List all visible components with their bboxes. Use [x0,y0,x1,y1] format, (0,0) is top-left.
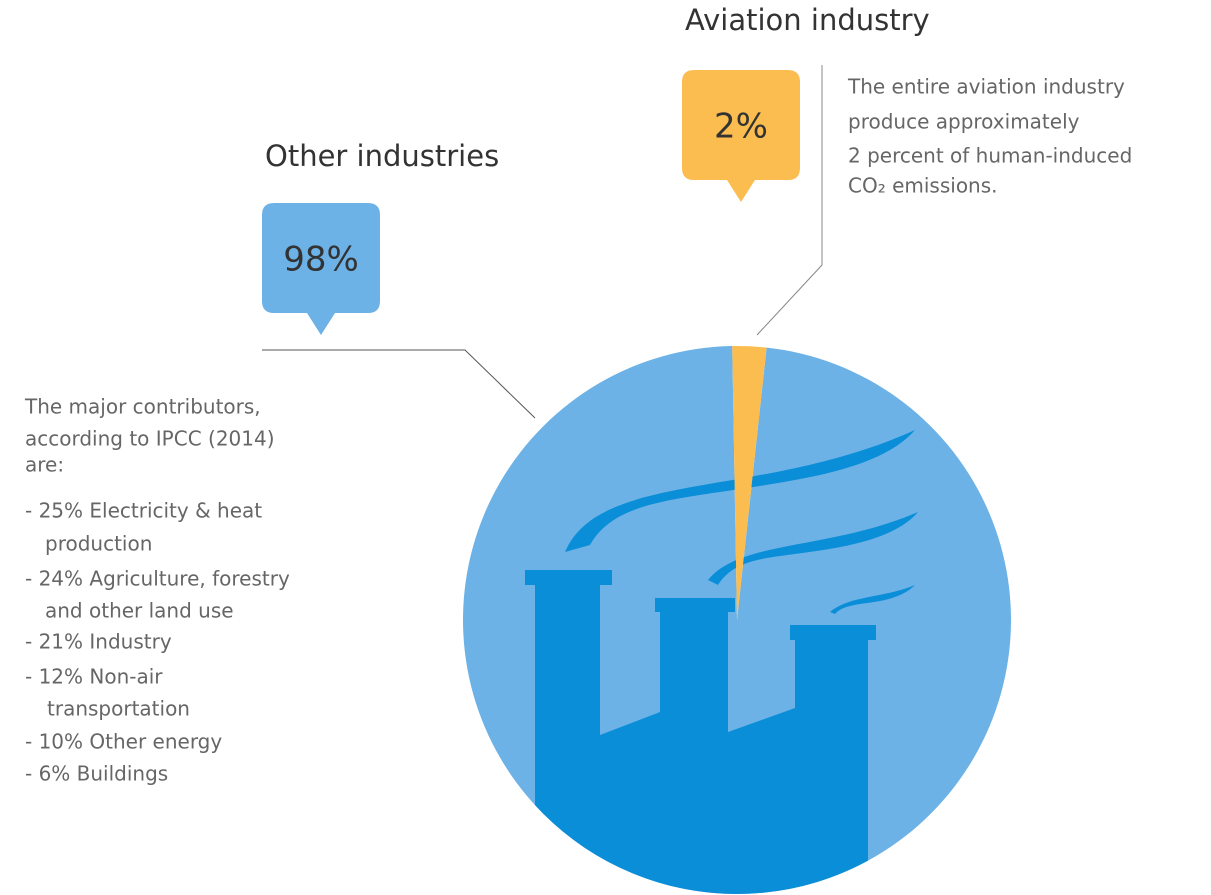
pie-slice [732,345,767,620]
callouts: Other industries 98% Aviation industry 2% [262,3,930,335]
note-line: transportation [47,697,190,721]
value-label: 98% [283,240,359,280]
note-line: - 21% Industry [25,630,172,654]
note-line: 2 percent of human-induced [848,144,1132,168]
note-line: are: [25,453,64,477]
note-line: The entire aviation industry [847,75,1125,99]
note-line: production [45,532,152,556]
note-line: CO₂ emissions. [848,174,998,198]
leader-lines [262,65,823,419]
value-label: 2% [714,107,768,147]
note-line: - 12% Non-air [25,665,163,689]
category-label: Aviation industry [685,3,930,37]
note-line: and other land use [45,599,234,623]
notes: The major contributors, according to IPCC… [24,75,1132,786]
note-line: The major contributors, [24,395,261,419]
category-label: Other industries [265,139,499,173]
callout-bubble [262,203,380,335]
note-line: - 10% Other energy [25,730,222,754]
note-line: - 25% Electricity & heat [25,499,262,523]
factory-icon [525,430,918,894]
callout-bubble [682,70,800,202]
note-line: produce approximately [848,110,1080,134]
note-line: according to IPCC (2014) [25,427,275,451]
note-line: - 6% Buildings [25,762,168,786]
note-line: - 24% Agriculture, forestry [25,567,290,591]
